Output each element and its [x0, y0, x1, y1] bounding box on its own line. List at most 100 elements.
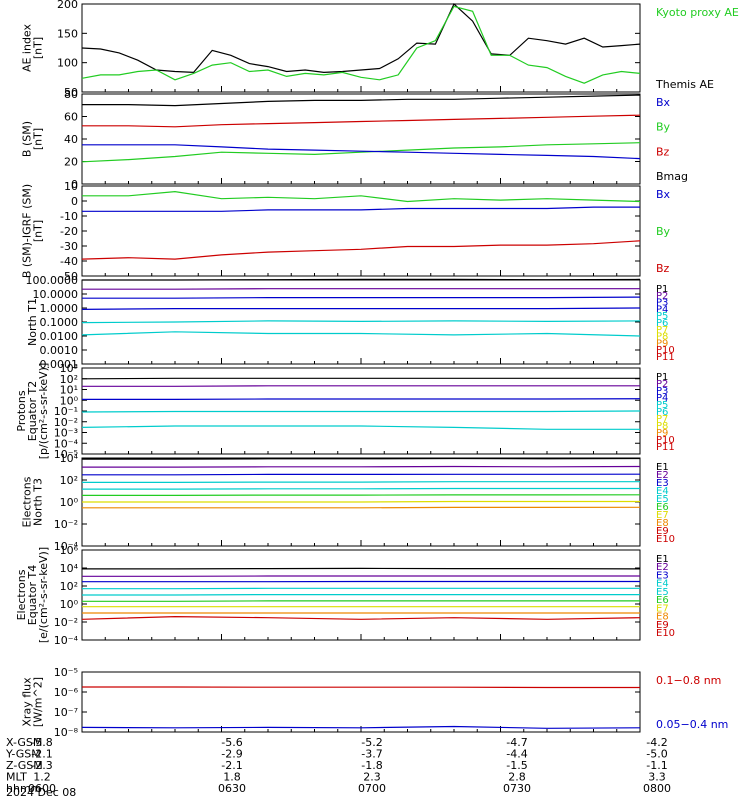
legend-entry: P5 — [656, 311, 668, 322]
y-tick-label: 50 — [64, 86, 78, 99]
series-line — [81, 320, 641, 324]
legend-entry: Bz — [656, 145, 670, 158]
legend-entry: Kyoto proxy AE — [656, 6, 739, 19]
y-axis-label: [W/m^2] — [32, 677, 45, 727]
legend-entry: P4 — [656, 304, 668, 315]
y-tick-label: 10⁰ — [60, 394, 79, 407]
footer-value: -3.7 — [361, 748, 382, 761]
legend-entry: E2 — [656, 562, 669, 573]
series-line — [82, 494, 641, 496]
footer-date: 2024 Dec 08 — [6, 786, 76, 799]
legend-entry: E3 — [656, 478, 669, 489]
y-tick-label: 100 — [57, 57, 78, 70]
series-line — [81, 425, 640, 430]
legend-entry: P3 — [656, 386, 668, 397]
y-tick-label: 10⁴ — [60, 562, 79, 575]
y-tick-label: -20 — [60, 225, 78, 238]
panel-frame — [81, 3, 641, 93]
legend-entry: P7 — [656, 414, 668, 425]
panel-4: 100.000010.00001.00000.10000.01000.00100… — [26, 274, 675, 371]
y-tick-label: 80 — [64, 88, 78, 101]
series-line — [82, 686, 640, 689]
legend-entry: E10 — [656, 534, 675, 545]
series-line — [82, 296, 641, 299]
series-line — [82, 481, 640, 483]
y-tick-label: 150 — [57, 27, 78, 40]
y-tick-label: 10 — [64, 180, 78, 193]
series-line — [82, 398, 641, 400]
legend-entry: E7 — [656, 510, 669, 521]
footer-value: -1.5 — [506, 759, 527, 772]
y-axis-label: B (SM) — [21, 121, 34, 157]
series-line — [81, 3, 641, 74]
y-axis-label: [p/(cm²-s-sr-keV)] — [37, 363, 50, 460]
series-line — [82, 288, 640, 290]
y-axis-label: Protons — [15, 390, 28, 431]
series-line — [82, 144, 641, 160]
legend-entry: E1 — [656, 554, 669, 565]
legend-entry: By — [656, 121, 671, 134]
legend-entry: E5 — [656, 587, 669, 598]
panel-3: 100-10-20-30-40-50B (SM)-IGRF (SM)[nT]Bx… — [21, 180, 671, 283]
legend-entry: E9 — [656, 526, 669, 537]
footer-value: -1.8 — [361, 759, 382, 772]
legend-entry: E6 — [656, 595, 669, 606]
legend-entry: P4 — [656, 393, 668, 404]
series-line — [81, 410, 641, 413]
legend-entry: 0.05−0.4 nm — [656, 718, 728, 731]
legend-entry: E4 — [656, 486, 669, 497]
series-line — [81, 725, 641, 729]
y-tick-label: 10⁻⁵ — [54, 666, 78, 679]
y-tick-label: 10⁻⁶ — [54, 686, 79, 699]
legend-entry: P6 — [656, 407, 668, 418]
series-line — [82, 278, 641, 281]
series-line — [82, 94, 641, 107]
series-line — [81, 307, 641, 310]
legend-entry: P5 — [656, 400, 668, 411]
y-tick-label: 10⁻⁴ — [54, 540, 79, 553]
legend-entry: P6 — [656, 318, 668, 329]
legend-entry: Bmag — [656, 170, 688, 183]
series-line — [81, 615, 641, 620]
series-line — [81, 240, 641, 260]
y-tick-label: -50 — [60, 270, 78, 283]
panel-frame — [81, 671, 641, 733]
y-tick-label: 10⁻⁴ — [54, 634, 79, 647]
footer-row-label: Y-GSM — [5, 748, 41, 761]
y-tick-label: 10.0000 — [33, 288, 79, 301]
y-tick-label: 10² — [60, 474, 78, 487]
legend-entry: P8 — [656, 421, 668, 432]
series-line — [82, 190, 641, 203]
y-tick-label: -10 — [60, 210, 78, 223]
footer-value: 0600 — [28, 782, 56, 795]
legend-entry: P2 — [656, 291, 668, 302]
panel-1: 200 150 100 50 AE index[nT] Kyoto proxy AE The… — [21, 0, 739, 99]
y-tick-label: 10⁻² — [54, 416, 78, 429]
y-tick-label: 40 — [64, 133, 78, 146]
y-tick-label: 10¹ — [60, 384, 78, 397]
y-tick-label: 0.0100 — [40, 330, 79, 343]
footer-value: 3.3 — [648, 771, 666, 784]
legend-entry: Bx — [656, 188, 671, 201]
y-tick-label: 10⁻⁵ — [54, 448, 78, 461]
legend-entry: E5 — [656, 494, 669, 505]
y-tick-label: -40 — [60, 255, 78, 268]
y-axis-label: North T3 — [32, 478, 45, 526]
series-line — [82, 114, 641, 128]
y-axis-label: [e/(cm²-s-sr-keV)] — [37, 547, 50, 643]
y-axis-label: Equator T4 — [26, 565, 39, 625]
footer-value: -4.7 — [506, 736, 527, 749]
y-axis-label: North T1 — [26, 298, 39, 346]
y-axis-label: Electrons — [15, 569, 28, 620]
y-tick-label: 20 — [64, 156, 78, 169]
legend-entry: Bz — [656, 262, 670, 275]
footer-value: 0800 — [643, 782, 671, 795]
footer-value: 1.8 — [223, 771, 241, 784]
footer-value: -2.3 — [31, 759, 52, 772]
footer-value: -2.9 — [221, 748, 242, 761]
legend-entry: P7 — [656, 325, 668, 336]
y-tick-label: 10³ — [60, 362, 78, 375]
